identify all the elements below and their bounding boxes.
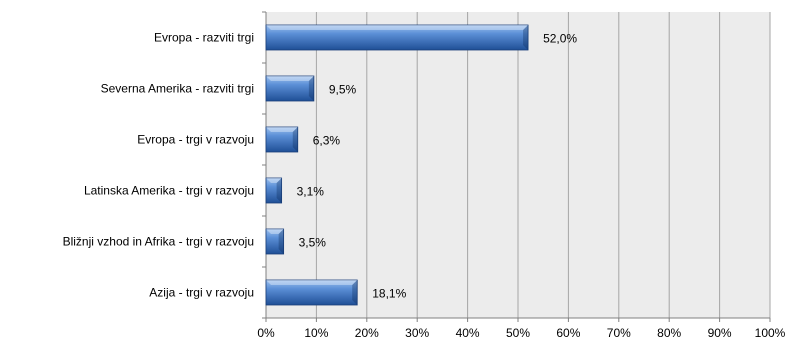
bar-shade [523,25,529,50]
bar [265,279,358,306]
x-tick-label: 40% [456,326,480,340]
category-labels: Evropa - razviti trgi Severna Amerika - r… [63,31,254,300]
bars [265,24,529,306]
bar [265,177,283,204]
x-tick-label: 70% [607,326,631,340]
bar-shade [278,229,284,254]
x-tick-label: 90% [708,326,732,340]
x-tick-label: 30% [405,326,429,340]
category-label: Severna Amerika - razviti trgi [101,82,254,96]
bar-shade [292,127,298,152]
x-tick-label: 60% [556,326,580,340]
x-tick-label: 50% [506,326,530,340]
category-label: Bližnji vzhod in Afrika - trgi v razvoju [63,235,254,249]
category-label: Evropa - trgi v razvoju [137,133,254,147]
x-tick-label: 80% [657,326,681,340]
data-label: 3,1% [297,185,325,199]
x-tick-label: 100% [755,326,786,340]
x-tick-label: 0% [257,326,275,340]
gridlines [265,12,771,322]
data-label: 52,0% [543,32,577,46]
bar [265,75,315,102]
data-label: 6,3% [313,134,341,148]
x-tick-label: 20% [355,326,379,340]
category-label: Azija - trgi v razvoju [149,286,254,300]
bar-highlight [266,127,298,132]
bar [265,126,299,153]
data-labels: 52,0% 9,5% 6,3% 3,1% 3,5% 18,1% [297,32,578,301]
data-label: 18,1% [372,287,406,301]
bar-shade [276,178,282,203]
bar-highlight [266,280,358,285]
x-tick-label: 10% [304,326,328,340]
category-label: Evropa - razviti trgi [154,31,254,45]
bar-highlight [266,25,529,30]
bar-highlight [266,229,284,234]
bar-shade [352,280,358,305]
x-tick-labels: 0% 10% 20% 30% 40% 50% 60% 70% 80% 90% 100% [257,326,785,340]
bar-shade [308,76,314,101]
data-label: 3,5% [299,236,327,250]
bar [265,24,529,51]
bar-highlight [266,76,314,81]
category-label: Latinska Amerika - trgi v razvoju [84,184,254,198]
bar [265,228,285,255]
axes [262,11,770,319]
bar-highlight [266,178,282,183]
data-label: 9,5% [329,83,357,97]
